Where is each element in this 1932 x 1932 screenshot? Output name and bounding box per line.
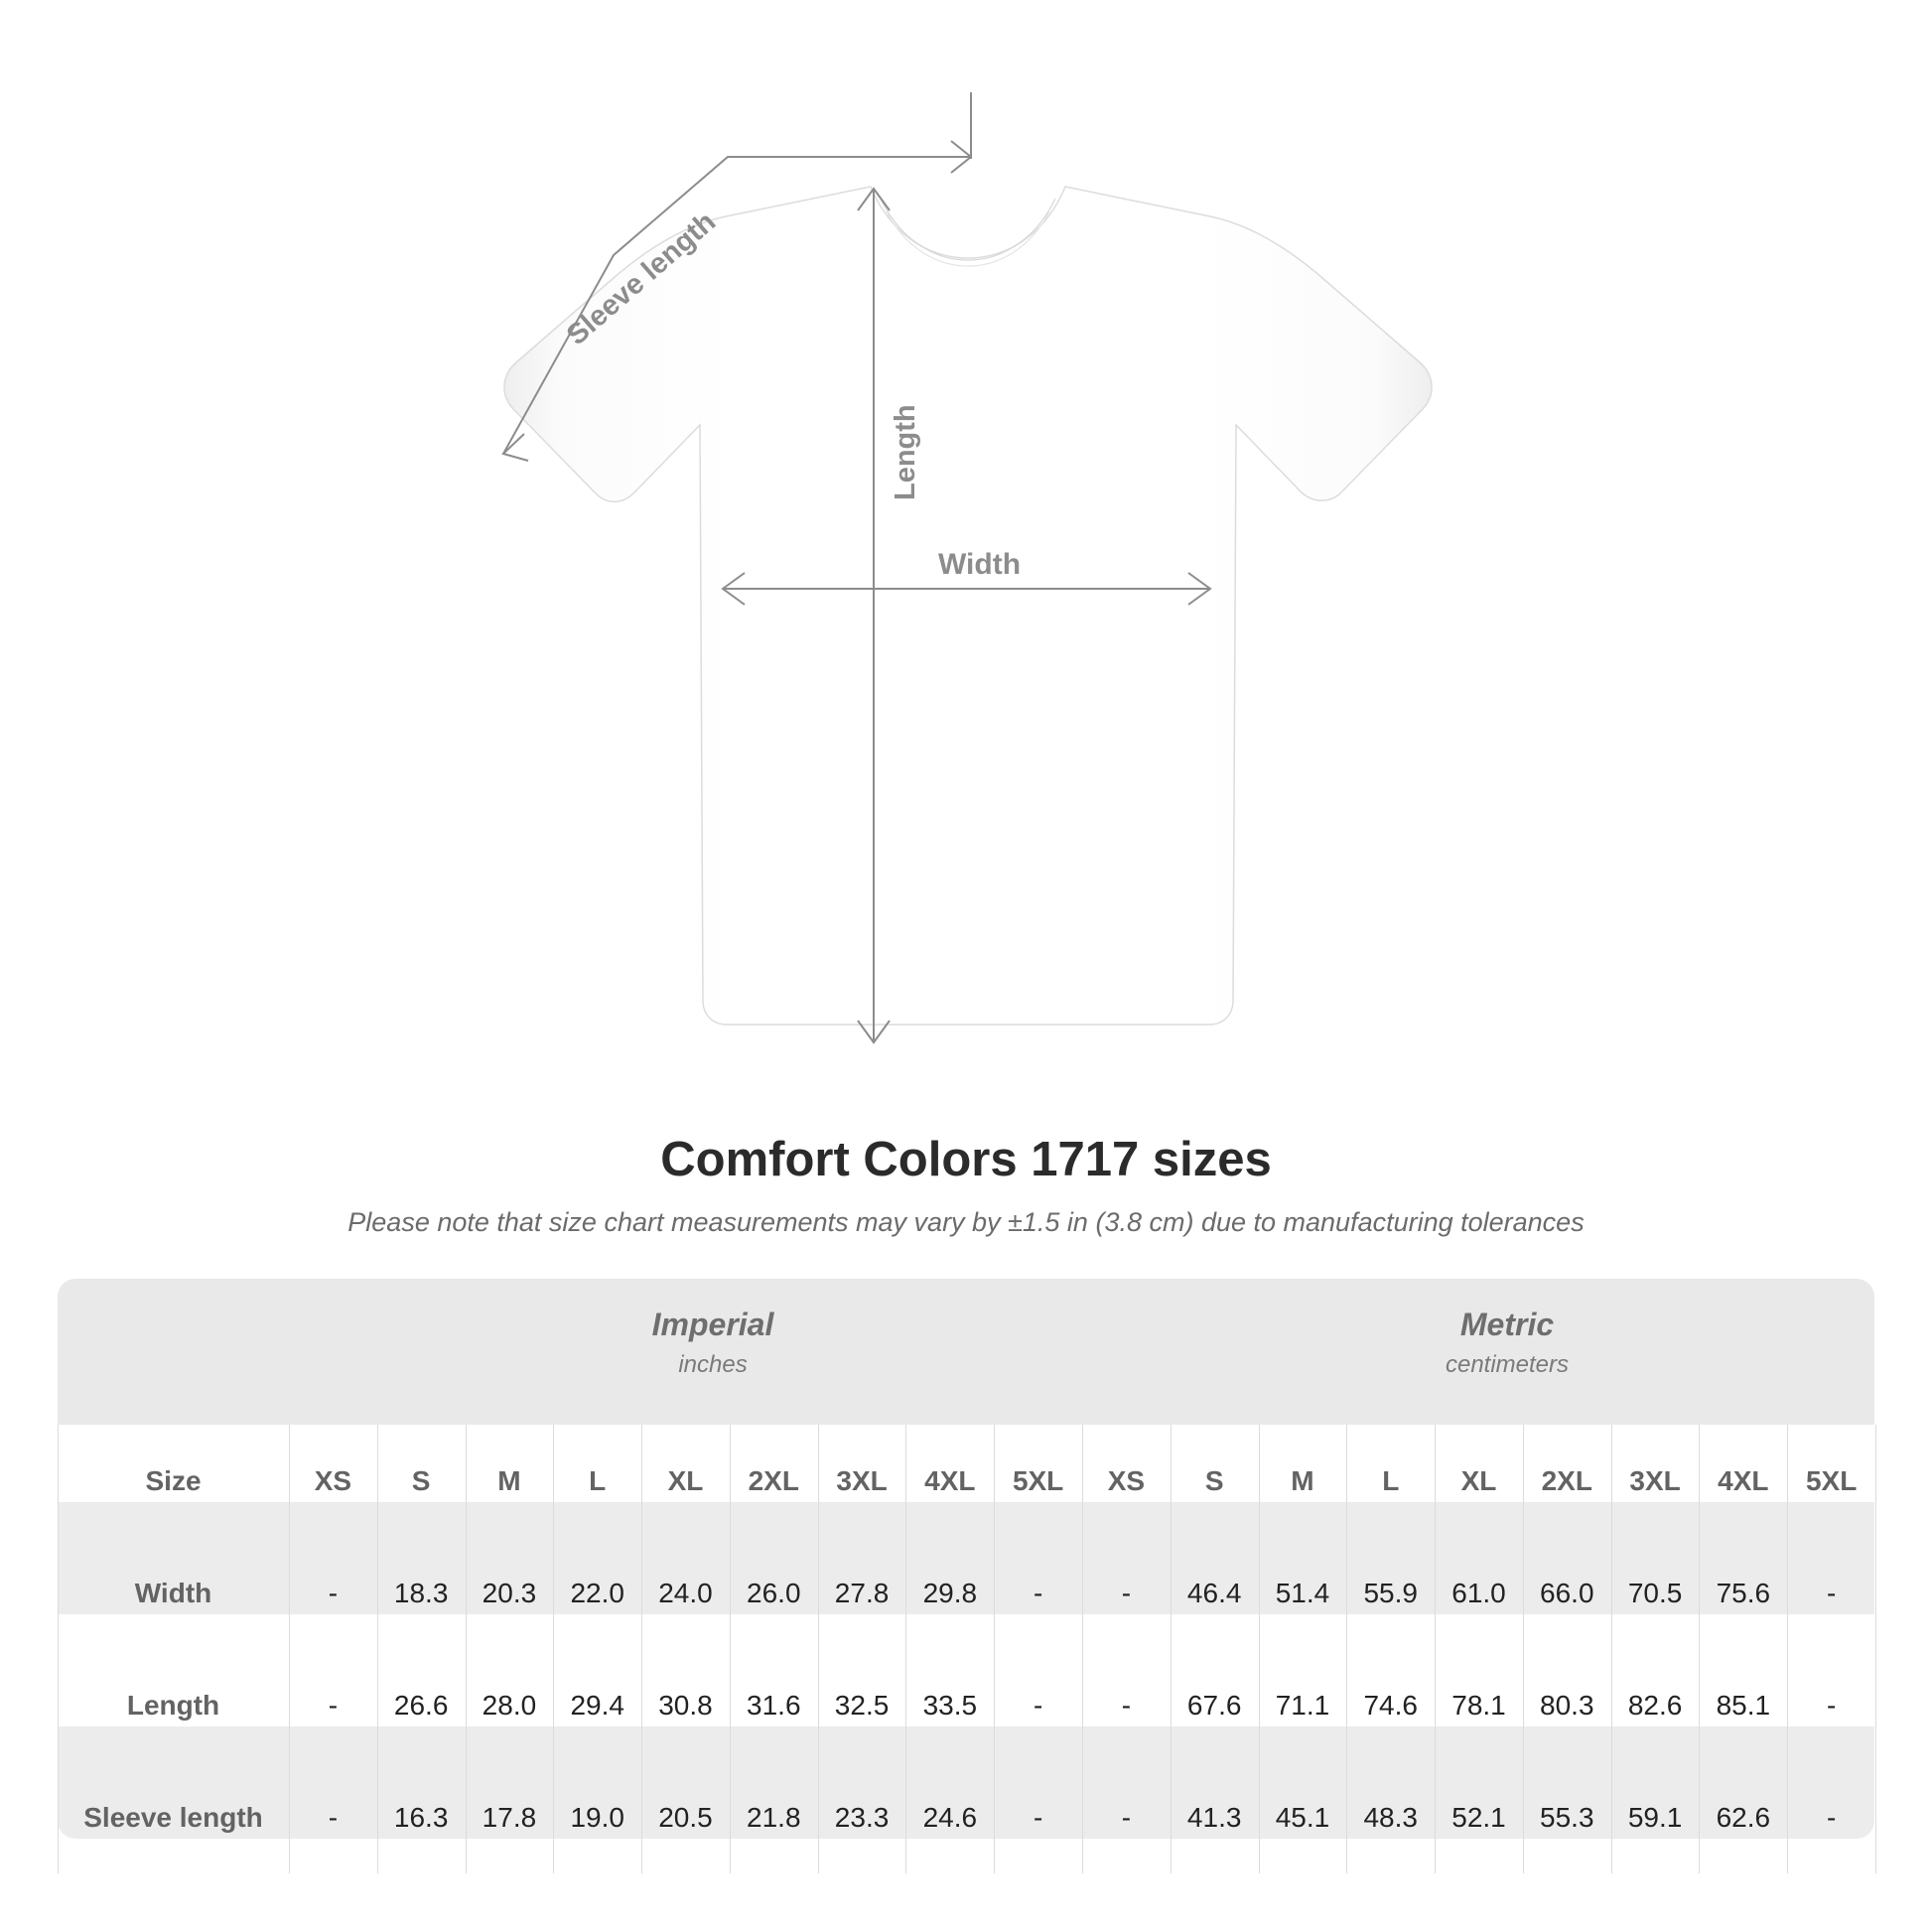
svg-text:Width: Width — [938, 548, 1021, 581]
